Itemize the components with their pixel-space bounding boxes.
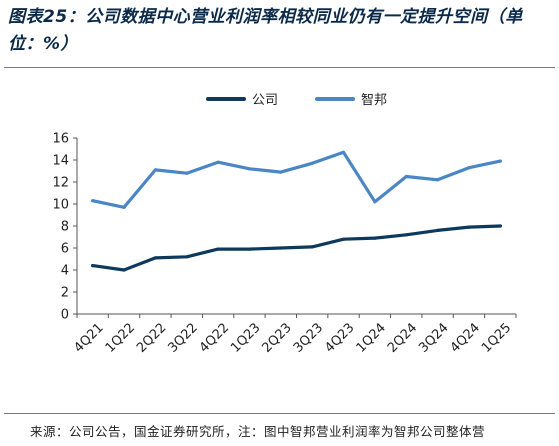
x-tick-label: 1Q24 (354, 320, 389, 355)
data-point (373, 200, 377, 204)
data-point (404, 174, 408, 179)
source-divider (4, 413, 555, 414)
data-point (279, 246, 283, 250)
data-point (122, 268, 126, 272)
y-tick-label: 10 (52, 198, 69, 213)
y-tick-label: 16 (52, 132, 69, 147)
y-tick-label: 6 (61, 242, 69, 257)
x-tick-label: 2Q24 (385, 320, 420, 355)
data-point (279, 170, 283, 174)
y-tick-label: 12 (52, 176, 69, 191)
x-tick-label: 4Q24 (448, 320, 483, 355)
y-tick-label: 2 (61, 286, 69, 301)
x-tick-label: 2Q22 (134, 320, 169, 355)
data-point (91, 199, 95, 203)
x-tick-label: 1Q22 (103, 320, 138, 355)
chart-title: 图表25：公司数据中心营业利润率相较同业仍有一定提升空间（单位：%） (8, 7, 523, 54)
y-tick-label: 0 (61, 308, 69, 323)
data-point (436, 228, 440, 232)
data-point (341, 150, 346, 154)
x-tick-label: 1Q23 (228, 320, 263, 355)
y-tick-label: 14 (52, 154, 69, 169)
data-point (153, 168, 157, 172)
data-point (122, 205, 126, 209)
data-point (247, 167, 252, 171)
data-point (341, 237, 346, 241)
data-point (216, 247, 220, 251)
title-divider (4, 67, 555, 68)
series-layer (91, 150, 502, 272)
x-tick-label: 4Q23 (322, 320, 357, 355)
x-tick-label: 3Q23 (291, 320, 326, 355)
x-tick-label: 4Q21 (71, 320, 106, 355)
x-tick-label: 1Q25 (479, 320, 514, 355)
legend-label: 公司 (252, 93, 278, 108)
x-tick-label: 4Q22 (197, 320, 232, 355)
data-point (216, 160, 220, 164)
x-axis: 4Q211Q222Q223Q224Q221Q232Q233Q234Q231Q24… (71, 313, 517, 356)
x-tick-label: 2Q23 (259, 320, 294, 355)
data-point (153, 256, 157, 260)
data-point (373, 236, 377, 240)
legend: 公司 智邦 (206, 93, 387, 108)
data-point (247, 247, 252, 251)
data-point (498, 224, 502, 228)
data-point (436, 178, 440, 182)
data-point (498, 159, 502, 163)
x-tick-label: 3Q22 (165, 320, 200, 355)
y-tick-label: 4 (61, 264, 69, 279)
data-point (185, 171, 189, 175)
series-line-1 (91, 224, 502, 272)
series-line-2 (91, 150, 502, 209)
data-point (467, 225, 471, 229)
source-note: 来源：公司公告，国金证券研究所，注：图中智邦营业利润率为智邦公司整体营 (30, 424, 486, 439)
y-tick-label: 8 (61, 220, 69, 235)
data-point (185, 255, 189, 259)
data-point (467, 166, 471, 170)
x-tick-label: 3Q24 (416, 320, 451, 355)
data-point (91, 264, 95, 268)
legend-label: 智邦 (361, 93, 387, 108)
y-axis: 0 2 4 6 8 10 12 14 16 (52, 132, 78, 323)
data-point (310, 161, 314, 165)
data-point (404, 233, 408, 237)
data-point (310, 245, 314, 249)
